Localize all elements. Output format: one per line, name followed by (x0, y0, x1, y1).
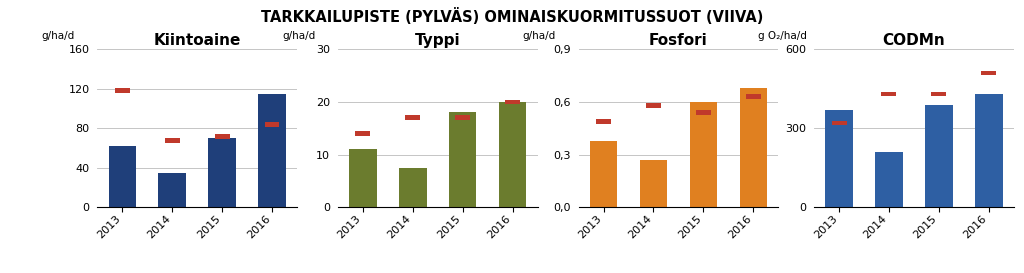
Bar (689, 102, 717, 207)
Bar (831, 121, 847, 125)
Bar (406, 115, 420, 120)
Bar (264, 122, 280, 127)
Text: g/ha/d: g/ha/d (282, 31, 315, 41)
Text: g/ha/d: g/ha/d (522, 31, 556, 41)
Title: Fosfori: Fosfori (649, 33, 708, 48)
Bar (696, 110, 711, 115)
Text: TARKKAILUPISTE (PYLVÄS) OMINAISKUORMITUSSUOT (VIIVA): TARKKAILUPISTE (PYLVÄS) OMINAISKUORMITUS… (261, 8, 763, 25)
Bar (456, 115, 470, 120)
Bar (876, 152, 903, 207)
Title: CODMn: CODMn (883, 33, 945, 48)
Bar (208, 138, 236, 207)
Bar (825, 110, 853, 207)
Bar (590, 141, 617, 207)
Bar (975, 94, 1002, 207)
Bar (646, 103, 660, 108)
Bar (505, 100, 520, 104)
Bar (981, 70, 996, 75)
Bar (640, 160, 668, 207)
Bar (449, 112, 476, 207)
Bar (215, 134, 229, 139)
Bar (596, 119, 611, 124)
Bar (499, 102, 526, 207)
Bar (925, 105, 952, 207)
Bar (349, 149, 377, 207)
Bar (165, 138, 179, 143)
Bar (159, 173, 186, 207)
Bar (399, 168, 427, 207)
Bar (882, 92, 896, 96)
Title: Typpi: Typpi (415, 33, 461, 48)
Bar (355, 131, 371, 136)
Title: Kiintoaine: Kiintoaine (154, 33, 241, 48)
Bar (115, 88, 130, 93)
Bar (258, 94, 286, 207)
Bar (745, 94, 761, 99)
Bar (739, 88, 767, 207)
Text: g/ha/d: g/ha/d (41, 31, 75, 41)
Text: g O₂/ha/d: g O₂/ha/d (758, 31, 807, 41)
Bar (109, 146, 136, 207)
Bar (932, 92, 946, 96)
